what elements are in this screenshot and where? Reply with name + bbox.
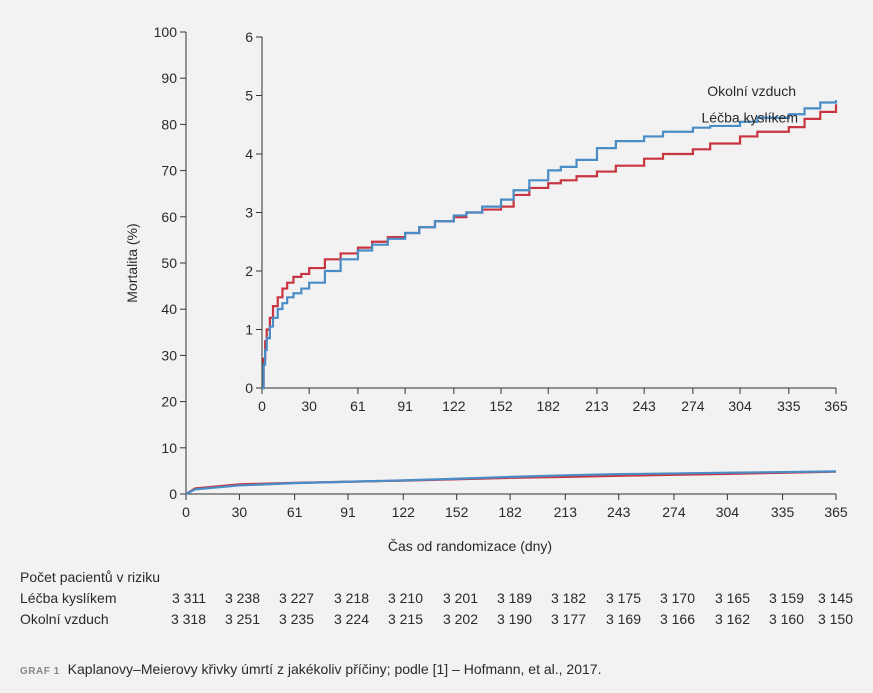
risk-row-label: Okolní vzduch [20, 611, 109, 627]
y-tick-label: 6 [245, 29, 253, 45]
x-tick-label: 182 [498, 504, 522, 520]
x-tick-label: 182 [537, 398, 561, 414]
risk-cell: 3 182 [550, 590, 586, 606]
risk-cell: 3 215 [387, 611, 423, 627]
series-line-1 [262, 100, 838, 390]
risk-cell: 3 177 [550, 611, 586, 627]
y-tick-label: 4 [245, 146, 253, 162]
risk-cell: 3 175 [605, 590, 641, 606]
x-tick-label: 30 [232, 504, 248, 520]
inset-plot: 0 30 61 91 122 152 182 213 243 274 304 335 365 0 1 2 3 4 5… [245, 29, 848, 414]
caption-text: Kaplanovy–Meierovy křivky úmrtí z jakéko… [67, 661, 602, 677]
risk-cell: 3 218 [333, 590, 369, 606]
kaplan-meier-chart: 0 30 61 91 122 152 182 213 243 274 304 335 365010203… [124, 24, 848, 554]
risk-cell: 3 159 [768, 590, 804, 606]
x-tick-label: 243 [607, 504, 631, 520]
x-tick-label: 152 [445, 504, 469, 520]
risk-cell: 3 160 [768, 611, 804, 627]
legend-label-1: Okolní vzduch [707, 83, 796, 99]
figure-caption: GRAF 1 Kaplanovy–Meierovy křivky úmrtí z … [20, 661, 601, 677]
y-tick-label: 0 [245, 380, 253, 396]
x-tick-label: 365 [824, 398, 848, 414]
y-tick-label: 5 [245, 88, 253, 104]
x-tick-label: 243 [632, 398, 656, 414]
series-line-1 [185, 470, 837, 495]
risk-cell: 3 224 [333, 611, 369, 627]
risk-cell: 3 145 [817, 590, 853, 606]
x-tick-label: 91 [397, 398, 413, 414]
y-tick-label: 2 [245, 263, 253, 279]
risk-cell: 3 227 [278, 590, 314, 606]
x-tick-label: 274 [662, 504, 686, 520]
x-tick-label: 213 [554, 504, 578, 520]
y-tick-label: 10 [161, 440, 177, 456]
risk-cell: 3 202 [442, 611, 478, 627]
x-tick-label: 335 [771, 504, 795, 520]
y-tick-label: 1 [245, 322, 253, 338]
x-tick-label: 30 [301, 398, 317, 414]
y-tick-label: 100 [154, 24, 178, 40]
caption-tag: GRAF 1 [20, 666, 60, 677]
risk-cell: 3 190 [496, 611, 532, 627]
y-tick-label: 90 [161, 70, 177, 86]
risk-cell: 3 189 [496, 590, 532, 606]
risk-row: Okolní vzduch 3 318 3 251 3 235 3 224 3 215 3 … [20, 609, 853, 630]
risk-table: Počet pacientů v riziku Léčba kyslíkem 3 … [20, 567, 853, 630]
y-tick-label: 40 [161, 301, 177, 317]
y-tick-label: 30 [161, 347, 177, 363]
risk-cell: 3 162 [714, 611, 750, 627]
risk-cell: 3 318 [170, 611, 206, 627]
y-tick-label: 3 [245, 205, 253, 221]
risk-row-label: Léčba kyslíkem [20, 590, 117, 606]
y-tick-label: 0 [169, 486, 177, 502]
x-tick-label: 213 [585, 398, 609, 414]
x-tick-label: 304 [728, 398, 752, 414]
x-tick-label: 122 [442, 398, 466, 414]
risk-cell: 3 251 [224, 611, 260, 627]
risk-cell: 3 150 [817, 611, 853, 627]
legend-label-0: Léčba kyslíkem [702, 109, 798, 125]
x-tick-label: 61 [350, 398, 366, 414]
y-tick-label: 60 [161, 209, 177, 225]
y-tick-label: 70 [161, 163, 177, 179]
risk-cell: 3 311 [172, 590, 206, 606]
risk-cell: 3 166 [659, 611, 695, 627]
risk-table-title: Počet pacientů v riziku [20, 569, 161, 585]
y-tick-label: 80 [161, 116, 177, 132]
risk-cell: 3 201 [442, 590, 478, 606]
x-tick-label: 274 [681, 398, 705, 414]
x-tick-label: 61 [287, 504, 303, 520]
y-tick-label: 50 [161, 255, 177, 271]
x-axis-label: Čas od randomizace (dny) [388, 538, 552, 554]
series-line-0 [262, 104, 838, 390]
x-tick-label: 365 [824, 504, 848, 520]
y-axis-label: Mortalita (%) [124, 223, 140, 302]
x-tick-label: 91 [340, 504, 356, 520]
x-tick-label: 0 [182, 504, 190, 520]
x-tick-label: 122 [392, 504, 416, 520]
risk-cell: 3 169 [605, 611, 641, 627]
risk-cell: 3 170 [659, 590, 695, 606]
x-tick-label: 335 [777, 398, 801, 414]
y-tick-label: 20 [161, 394, 177, 410]
x-tick-label: 152 [489, 398, 513, 414]
risk-cell: 3 235 [278, 611, 314, 627]
x-tick-label: 0 [258, 398, 266, 414]
risk-cell: 3 165 [714, 590, 750, 606]
risk-row: Léčba kyslíkem 3 311 3 238 3 227 3 218 3 210 3… [20, 588, 853, 609]
risk-cell: 3 210 [387, 590, 423, 606]
main-plot: 0 30 61 91 122 152 182 213 243 274 304 335 365010203… [154, 24, 848, 520]
risk-cell: 3 238 [224, 590, 260, 606]
x-tick-label: 304 [716, 504, 740, 520]
